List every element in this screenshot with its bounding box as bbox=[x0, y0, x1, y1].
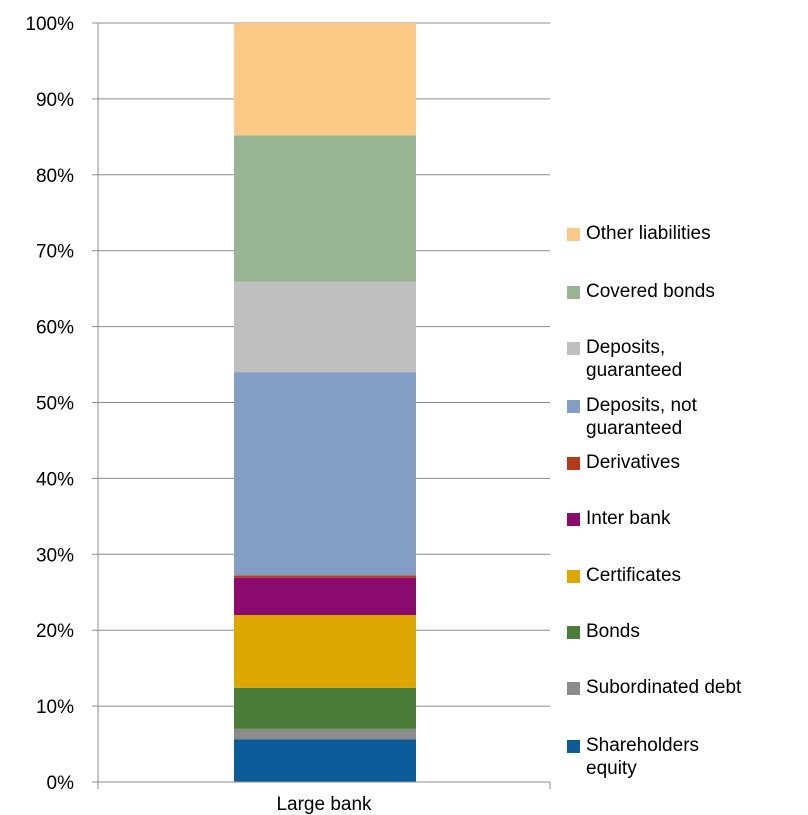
legend-label: Deposits, not guaranteed bbox=[586, 395, 697, 439]
legend-swatch bbox=[567, 457, 580, 470]
legend-swatch bbox=[567, 626, 580, 639]
bar-segment bbox=[234, 372, 416, 576]
bar-segment bbox=[234, 687, 416, 729]
bar-segments bbox=[234, 23, 416, 782]
bar-segment bbox=[234, 577, 416, 616]
legend-item: Bonds bbox=[567, 620, 640, 643]
bar-segment bbox=[234, 615, 416, 688]
y-tick-label: 10% bbox=[36, 697, 74, 718]
legend-item: Shareholders equity bbox=[567, 734, 699, 780]
legend-item: Subordinated debt bbox=[567, 676, 741, 699]
bar-segment bbox=[234, 739, 416, 782]
legend-label: Covered bonds bbox=[586, 281, 715, 302]
y-tick-label: 20% bbox=[36, 621, 74, 642]
legend-swatch bbox=[567, 342, 580, 355]
legend-swatch bbox=[567, 740, 580, 753]
legend-swatch bbox=[567, 682, 580, 695]
legend-item: Deposits, guaranteed bbox=[567, 336, 682, 382]
legend: Other liabilities Covered bonds Deposits… bbox=[567, 0, 808, 815]
bar-segment bbox=[234, 575, 416, 578]
y-tick-label: 100% bbox=[25, 14, 74, 35]
y-tick-label: 80% bbox=[36, 166, 74, 187]
legend-item: Derivatives bbox=[567, 451, 680, 474]
legend-swatch bbox=[567, 513, 580, 526]
x-tick-label: Large bank bbox=[276, 794, 372, 815]
legend-item: Certificates bbox=[567, 564, 681, 587]
legend-label: Shareholders equity bbox=[586, 735, 700, 779]
y-tick-label: 40% bbox=[36, 469, 74, 490]
legend-label: Subordinated debt bbox=[586, 677, 742, 698]
legend-swatch bbox=[567, 400, 580, 413]
bar-segment bbox=[234, 728, 416, 740]
y-tick-label: 70% bbox=[36, 242, 74, 263]
legend-item: Other liabilities bbox=[567, 222, 711, 245]
bar-segment bbox=[234, 23, 416, 136]
y-tick-label: 0% bbox=[47, 773, 75, 794]
legend-label: Inter bank bbox=[586, 508, 671, 529]
legend-label: Derivatives bbox=[586, 452, 680, 473]
legend-label: Other liabilities bbox=[586, 223, 711, 244]
y-axis-ticks: 0% 10% 20% 30% 40% 50% 60% 70% 80% 90% 100% bbox=[25, 14, 98, 794]
y-tick-label: 90% bbox=[36, 90, 74, 111]
legend-swatch bbox=[567, 286, 580, 299]
x-axis-labels: Large bank bbox=[276, 794, 372, 815]
legend-item: Covered bonds bbox=[567, 280, 715, 303]
axes bbox=[97, 23, 551, 789]
bar-segment bbox=[234, 135, 416, 282]
legend-swatch bbox=[567, 570, 580, 583]
legend-item: Inter bank bbox=[567, 507, 671, 530]
legend-item: Deposits, not guaranteed bbox=[567, 394, 697, 440]
bar-segment bbox=[234, 281, 416, 373]
legend-label: Deposits, guaranteed bbox=[586, 337, 683, 381]
legend-swatch bbox=[567, 228, 580, 241]
legend-label: Bonds bbox=[586, 621, 640, 642]
y-tick-label: 60% bbox=[36, 318, 74, 339]
y-tick-label: 30% bbox=[36, 545, 74, 566]
legend-label: Certificates bbox=[586, 565, 682, 586]
y-tick-label: 50% bbox=[36, 394, 74, 415]
